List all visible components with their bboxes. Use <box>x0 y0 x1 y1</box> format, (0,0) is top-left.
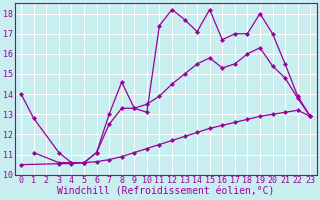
X-axis label: Windchill (Refroidissement éolien,°C): Windchill (Refroidissement éolien,°C) <box>57 187 274 197</box>
